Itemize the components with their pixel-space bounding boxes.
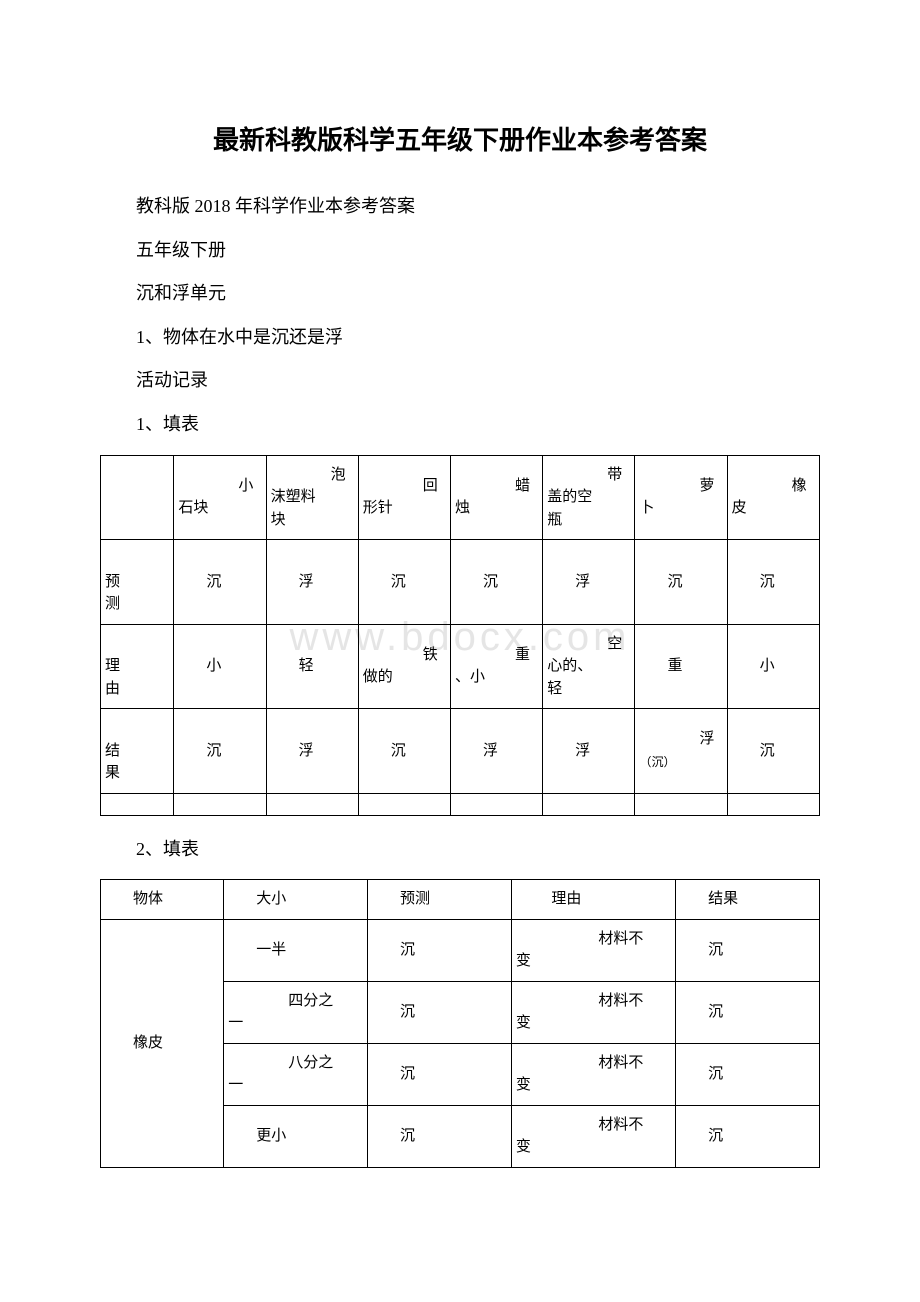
table-cell: 回形针: [358, 455, 450, 540]
table-cell: 材料不变: [511, 981, 675, 1043]
table-cell: 重: [635, 624, 727, 709]
table-cell: 浮: [543, 540, 635, 625]
table-row: 橡皮 一半 沉 材料不变 沉: [101, 919, 820, 981]
table-row: 结果 沉 浮 沉 浮 浮 浮（沉） 沉: [101, 709, 820, 794]
table-cell: 一半: [224, 919, 368, 981]
page-title: 最新科教版科学五年级下册作业本参考答案: [100, 120, 820, 157]
table-cell: 沉: [368, 1105, 512, 1167]
table-cell: 沉: [727, 709, 819, 794]
paragraph-activity: 活动记录: [100, 361, 820, 401]
table-cell: [266, 793, 358, 815]
table-cell: 沉: [174, 540, 266, 625]
table-cell: [635, 793, 727, 815]
table-cell: 结果: [101, 709, 174, 794]
table-cell: 铁做的: [358, 624, 450, 709]
table-cell: 材料不变: [511, 919, 675, 981]
table-cell: 浮: [543, 709, 635, 794]
table-cell: 沉: [368, 919, 512, 981]
table-row: 预测 沉 浮 沉 沉 浮 沉 沉: [101, 540, 820, 625]
table-cell: 理由: [101, 624, 174, 709]
table-cell: 材料不变: [511, 1043, 675, 1105]
table-cell: [451, 793, 543, 815]
table-cell: 沉: [358, 709, 450, 794]
table-cell: 沉: [368, 1043, 512, 1105]
table-cell: 沉: [358, 540, 450, 625]
table-row: 小石块 泡沫塑料块 回形针 蜡烛 带盖的空瓶 萝卜 橡皮: [101, 455, 820, 540]
table-cell: 沉: [676, 1105, 820, 1167]
table-cell: 带盖的空瓶: [543, 455, 635, 540]
table-cell: [543, 793, 635, 815]
table-cell: 四分之一: [224, 981, 368, 1043]
table-cell: 沉: [727, 540, 819, 625]
table-cell: 沉: [174, 709, 266, 794]
paragraph-topic: 1、物体在水中是沉还是浮: [100, 318, 820, 358]
table-cell: 蜡烛: [451, 455, 543, 540]
table-cell: 萝卜: [635, 455, 727, 540]
table-cell: 小: [727, 624, 819, 709]
table-cell: 大小: [224, 880, 368, 920]
table-cell: 浮（沉）: [635, 709, 727, 794]
table-cell: [358, 793, 450, 815]
table-cell: 浮: [266, 709, 358, 794]
table-cell: [101, 793, 174, 815]
table-cell: [727, 793, 819, 815]
table-cell: 物体: [101, 880, 224, 920]
table-cell: [101, 455, 174, 540]
paragraph-publisher: 教科版 2018 年科学作业本参考答案: [100, 187, 820, 227]
table-cell: 更小: [224, 1105, 368, 1167]
paragraph-grade: 五年级下册: [100, 231, 820, 271]
table-row: [101, 793, 820, 815]
paragraph-fill1: 1、填表: [100, 405, 820, 445]
table-cell: 沉: [676, 981, 820, 1043]
table-cell: 泡沫塑料块: [266, 455, 358, 540]
table-sink-float-2: 物体 大小 预测 理由 结果 橡皮 一半 沉 材料不变 沉 四分之一 沉 材料不…: [100, 879, 820, 1168]
table-cell: 沉: [451, 540, 543, 625]
table-cell: 沉: [368, 981, 512, 1043]
table-row: 物体 大小 预测 理由 结果: [101, 880, 820, 920]
table-cell: 八分之一: [224, 1043, 368, 1105]
table-row: 理由 小 轻 铁做的 重、小 空心的、轻 重 小: [101, 624, 820, 709]
table-cell: 重、小: [451, 624, 543, 709]
paragraph-fill2: 2、填表: [100, 830, 820, 870]
table-cell: 预测: [368, 880, 512, 920]
table-cell: 材料不变: [511, 1105, 675, 1167]
table-cell: 结果: [676, 880, 820, 920]
table-cell: 沉: [635, 540, 727, 625]
table-cell: 空心的、轻: [543, 624, 635, 709]
table-cell: 轻: [266, 624, 358, 709]
table-cell: [174, 793, 266, 815]
table-cell: 橡皮: [101, 919, 224, 1167]
table-cell: 沉: [676, 919, 820, 981]
table-cell: 橡皮: [727, 455, 819, 540]
table-cell: 浮: [266, 540, 358, 625]
table-sink-float-1: 小石块 泡沫塑料块 回形针 蜡烛 带盖的空瓶 萝卜 橡皮 预测 沉 浮 沉 沉 …: [100, 455, 820, 816]
table-cell: 预测: [101, 540, 174, 625]
paragraph-unit: 沉和浮单元: [100, 274, 820, 314]
table-cell: 小: [174, 624, 266, 709]
table-cell: 浮: [451, 709, 543, 794]
table-cell: 小石块: [174, 455, 266, 540]
table-cell: 沉: [676, 1043, 820, 1105]
table-cell: 理由: [511, 880, 675, 920]
